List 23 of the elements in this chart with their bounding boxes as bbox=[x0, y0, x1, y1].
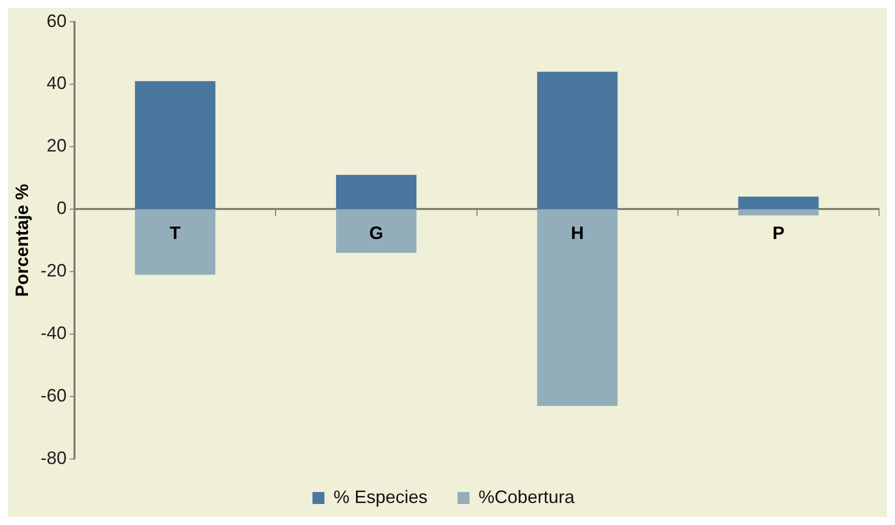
y-tick-label: 0 bbox=[56, 198, 67, 218]
legend-label: % Especies bbox=[333, 486, 428, 507]
y-tick-label: -60 bbox=[40, 386, 67, 406]
y-tick-label: -20 bbox=[40, 260, 67, 281]
x-tick-label: T bbox=[170, 223, 181, 244]
y-tick-label: -80 bbox=[40, 448, 67, 468]
legend-label: %Cobertura bbox=[478, 486, 576, 507]
y-tick-label: 60 bbox=[46, 10, 67, 31]
y-tick-label: -40 bbox=[40, 323, 67, 344]
bar bbox=[738, 196, 819, 210]
y-tick-label: 20 bbox=[46, 136, 67, 156]
bar bbox=[336, 174, 416, 210]
bar bbox=[336, 209, 416, 253]
y-axis-title: Porcentaje % bbox=[12, 184, 32, 297]
bar bbox=[134, 209, 216, 275]
x-tick-label: P bbox=[772, 223, 784, 244]
bar bbox=[738, 209, 819, 216]
bar bbox=[537, 209, 618, 406]
y-tick-label: 40 bbox=[46, 73, 67, 94]
bar bbox=[537, 72, 618, 210]
x-tick-label: H bbox=[570, 223, 584, 244]
x-tick-label: G bbox=[369, 223, 384, 244]
bar bbox=[134, 81, 216, 210]
